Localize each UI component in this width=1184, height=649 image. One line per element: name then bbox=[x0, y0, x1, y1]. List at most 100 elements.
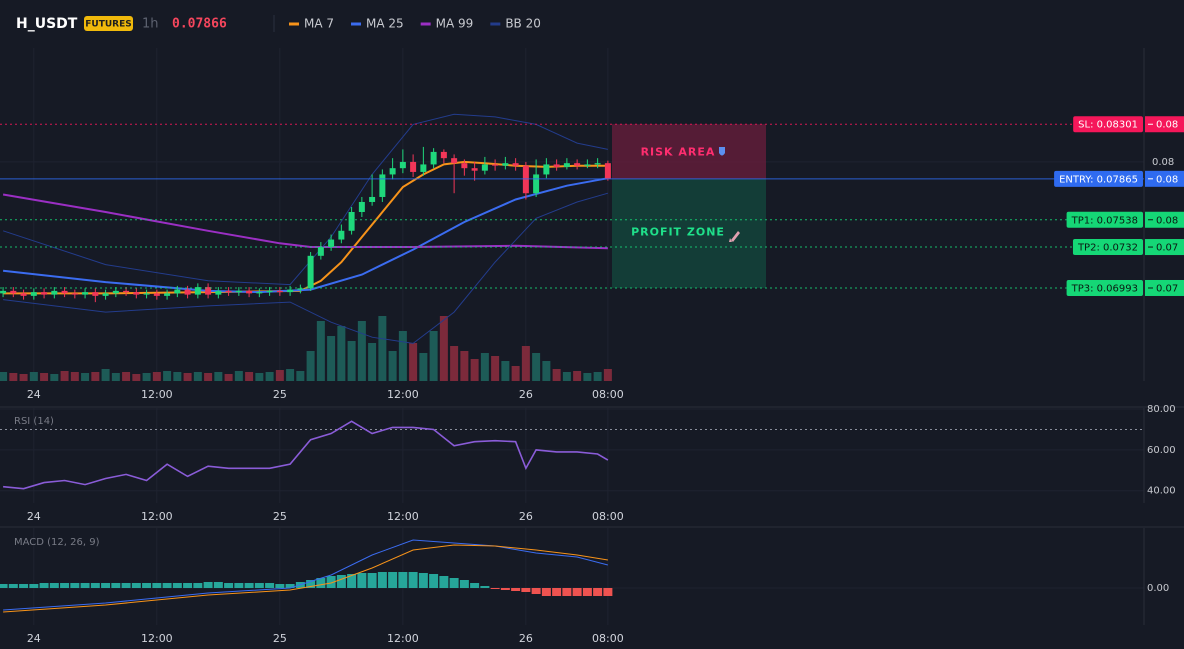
histogram-bar bbox=[552, 588, 562, 596]
candle-body bbox=[369, 196, 376, 202]
level-tag-bg bbox=[1066, 279, 1143, 296]
histogram-bar bbox=[398, 572, 408, 588]
axis-tag: 0.08 bbox=[1156, 215, 1178, 226]
candle-body bbox=[51, 290, 58, 295]
volume-bar bbox=[70, 372, 79, 381]
histogram-bar bbox=[603, 588, 613, 596]
histogram-bar bbox=[593, 588, 603, 596]
candle-body bbox=[471, 168, 478, 171]
histogram-bar bbox=[511, 588, 521, 591]
volume-bar bbox=[409, 343, 418, 381]
histogram-bar bbox=[60, 583, 70, 588]
shield-icon bbox=[719, 147, 725, 156]
x-tick-label: 08:00 bbox=[592, 632, 624, 645]
candle-body bbox=[512, 163, 519, 166]
legend: MA 7 MA 25 MA 99 BB 20 bbox=[289, 17, 541, 31]
x-tick-label: 12:00 bbox=[387, 632, 419, 645]
level-tag: TP1: 0.07538 bbox=[1071, 215, 1138, 226]
y-tick-label: 0.00 bbox=[1147, 583, 1169, 594]
volume-bar bbox=[501, 361, 510, 381]
candle-body bbox=[10, 290, 17, 294]
volume-bar bbox=[122, 372, 131, 381]
indicator-line bbox=[3, 192, 609, 344]
volume-bar bbox=[480, 353, 489, 381]
candle-body bbox=[379, 174, 386, 197]
histogram-bar bbox=[429, 574, 439, 588]
zone bbox=[612, 124, 766, 179]
volume-bar bbox=[470, 359, 479, 381]
histogram-bar bbox=[224, 583, 234, 588]
badge-bg bbox=[84, 16, 133, 31]
histogram-bar bbox=[131, 583, 141, 588]
axis-tag: 0.07 bbox=[1156, 243, 1178, 254]
histogram-bar bbox=[213, 582, 223, 588]
histogram-bar bbox=[326, 576, 336, 588]
legend-label: BB 20 bbox=[505, 17, 541, 31]
volume-bar bbox=[286, 369, 295, 381]
histogram-bar bbox=[203, 582, 213, 588]
volume-bar bbox=[347, 341, 356, 381]
volume-bar bbox=[603, 369, 612, 381]
candle-body bbox=[102, 293, 109, 296]
indicator-line bbox=[2, 113, 609, 286]
histogram-bar bbox=[275, 584, 285, 588]
level-tag-bg bbox=[1072, 239, 1143, 256]
candle-body bbox=[30, 292, 37, 296]
volume-bar bbox=[214, 372, 223, 381]
legend-label: MA 7 bbox=[304, 17, 334, 31]
volume-bar bbox=[224, 374, 233, 381]
histogram-bar bbox=[142, 583, 152, 588]
x-tick-label: 25 bbox=[273, 510, 287, 523]
candle-body bbox=[287, 289, 294, 293]
histogram-bar bbox=[70, 583, 80, 588]
x-tick-label: 12:00 bbox=[141, 510, 173, 523]
histogram-bar bbox=[572, 588, 582, 596]
volume-bar bbox=[183, 373, 192, 381]
volume-bar bbox=[173, 372, 182, 381]
histogram-bar bbox=[306, 580, 316, 588]
candle-body bbox=[235, 290, 242, 293]
histogram-bar bbox=[336, 575, 346, 588]
candle-body bbox=[358, 201, 365, 212]
histogram-bar bbox=[244, 583, 254, 588]
volume-bar bbox=[429, 331, 438, 381]
x-tick-label: 12:00 bbox=[387, 510, 419, 523]
axis-tag-bg bbox=[1145, 279, 1184, 296]
volume-bar bbox=[419, 353, 428, 381]
indicator-line bbox=[2, 193, 608, 250]
histogram-bar bbox=[449, 578, 459, 588]
histogram-bar bbox=[316, 578, 326, 588]
histogram-bar bbox=[29, 584, 39, 588]
x-tick-label: 12:00 bbox=[387, 388, 419, 401]
volume-bar bbox=[91, 372, 100, 381]
histogram-bar bbox=[193, 583, 203, 588]
candle-body bbox=[184, 289, 191, 295]
histogram-bar bbox=[439, 576, 449, 588]
volume-bar bbox=[50, 374, 59, 381]
volume-bar bbox=[398, 331, 407, 381]
candle-body bbox=[502, 163, 509, 166]
volume-bar bbox=[296, 371, 305, 381]
volume-bar bbox=[9, 373, 18, 381]
volume-bar bbox=[81, 373, 90, 381]
histogram-bar bbox=[480, 586, 490, 588]
level-tag-bg bbox=[1054, 170, 1143, 187]
candle-body bbox=[71, 293, 78, 295]
volume-bar bbox=[29, 372, 38, 381]
volume-bar bbox=[593, 372, 602, 381]
y-tick-label: 0.08 bbox=[1152, 157, 1174, 168]
histogram-bar bbox=[162, 583, 172, 588]
candle-body bbox=[174, 289, 181, 294]
volume-bar bbox=[552, 369, 561, 381]
candle-body bbox=[604, 163, 611, 179]
axis-tag-bg bbox=[1145, 211, 1184, 228]
histogram-bar bbox=[408, 572, 418, 588]
candle-body bbox=[522, 165, 529, 194]
histogram-bar bbox=[101, 583, 111, 588]
candle-body bbox=[553, 164, 560, 167]
candle-body bbox=[92, 292, 99, 296]
x-tick-label: 25 bbox=[273, 632, 287, 645]
candle-body bbox=[563, 163, 570, 167]
level-tag-bg bbox=[1066, 211, 1143, 228]
